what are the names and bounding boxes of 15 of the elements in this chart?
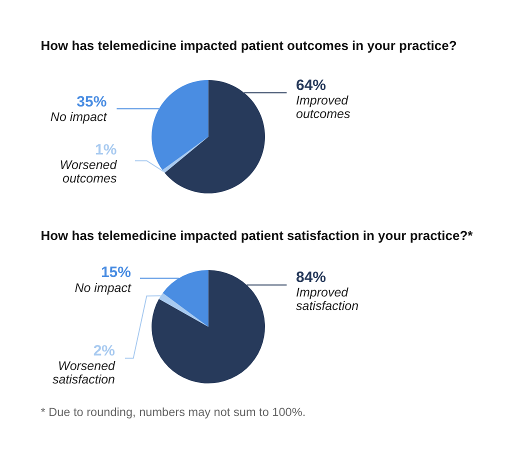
data-label: 64%	[296, 77, 326, 94]
data-label: 15%	[100, 264, 131, 282]
slice-label: Worsened satisfaction	[52, 359, 116, 387]
slice-label: No impact	[74, 280, 132, 295]
data-label: 35%	[76, 94, 107, 110]
text: * Due to rounding, numbers may not sum to 100%.	[40, 405, 306, 419]
data-label: 84%	[296, 268, 326, 286]
chart-title: How has telemedicine impacted patient outcomes in your practice?	[40, 38, 457, 53]
legend-label: Worsened outcomes	[60, 158, 118, 186]
slice-label: Improved outcomes	[296, 94, 350, 122]
chart-title: How has telemedicine impacted patient satisfaction in your practice?*	[40, 228, 474, 243]
data-label: 1%	[95, 142, 117, 158]
slice-label: Improved satisfaction	[296, 286, 359, 313]
data-label: 2%	[93, 342, 115, 360]
slice-label: No impact	[50, 110, 108, 124]
